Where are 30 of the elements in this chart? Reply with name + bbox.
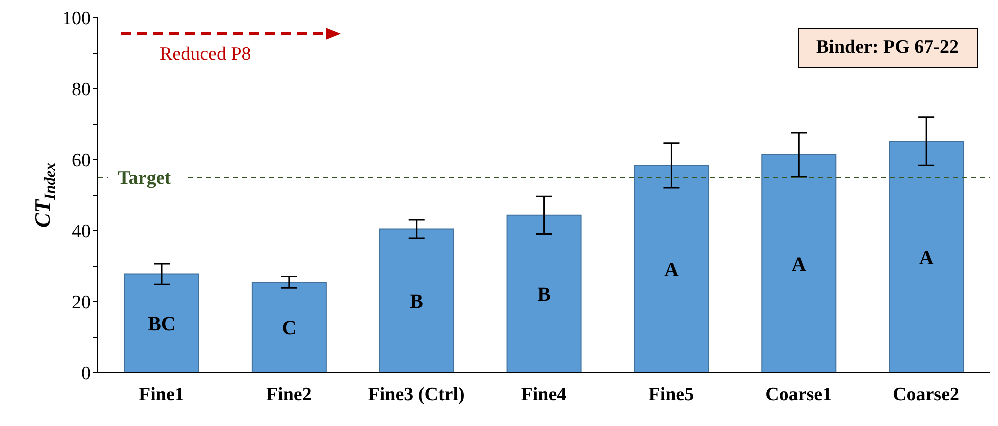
- bar: [124, 274, 200, 373]
- annotation: B: [410, 291, 424, 314]
- ref-line-label: Target: [118, 168, 172, 189]
- annotation: Reduced P8: [160, 44, 252, 66]
- x-tick-label: Fine4: [521, 384, 568, 406]
- bar: [252, 282, 327, 373]
- y-tick-label: 20: [72, 292, 91, 314]
- annotation: BC: [148, 314, 176, 336]
- annotation: A: [664, 259, 680, 282]
- y-tick-label: 0: [82, 364, 91, 385]
- bar: [762, 154, 837, 373]
- annotation: B: [538, 284, 551, 306]
- annotation: A: [919, 247, 934, 270]
- y-tick-label: 100: [62, 8, 91, 30]
- x-tick-label: Fine2: [266, 384, 312, 406]
- x-tick-label: Fine1: [139, 384, 184, 406]
- annotation: Binder: PG 67-22: [798, 28, 978, 68]
- x-tick-label: Fine5: [648, 384, 694, 406]
- x-tick-label: Coarse1: [766, 384, 832, 406]
- bar: [506, 214, 582, 373]
- x-tick-label: Fine3 (Ctrl): [368, 384, 465, 406]
- y-tick-label: 80: [72, 80, 91, 101]
- bar: [634, 165, 710, 373]
- bar: [889, 141, 964, 373]
- x-tick-label: Coarse2: [893, 384, 960, 406]
- annotation: A: [792, 254, 807, 276]
- bar: [379, 228, 454, 373]
- annotation: C: [282, 318, 297, 340]
- y-tick-label: 60: [72, 150, 91, 172]
- y-tick-label: 40: [72, 222, 91, 243]
